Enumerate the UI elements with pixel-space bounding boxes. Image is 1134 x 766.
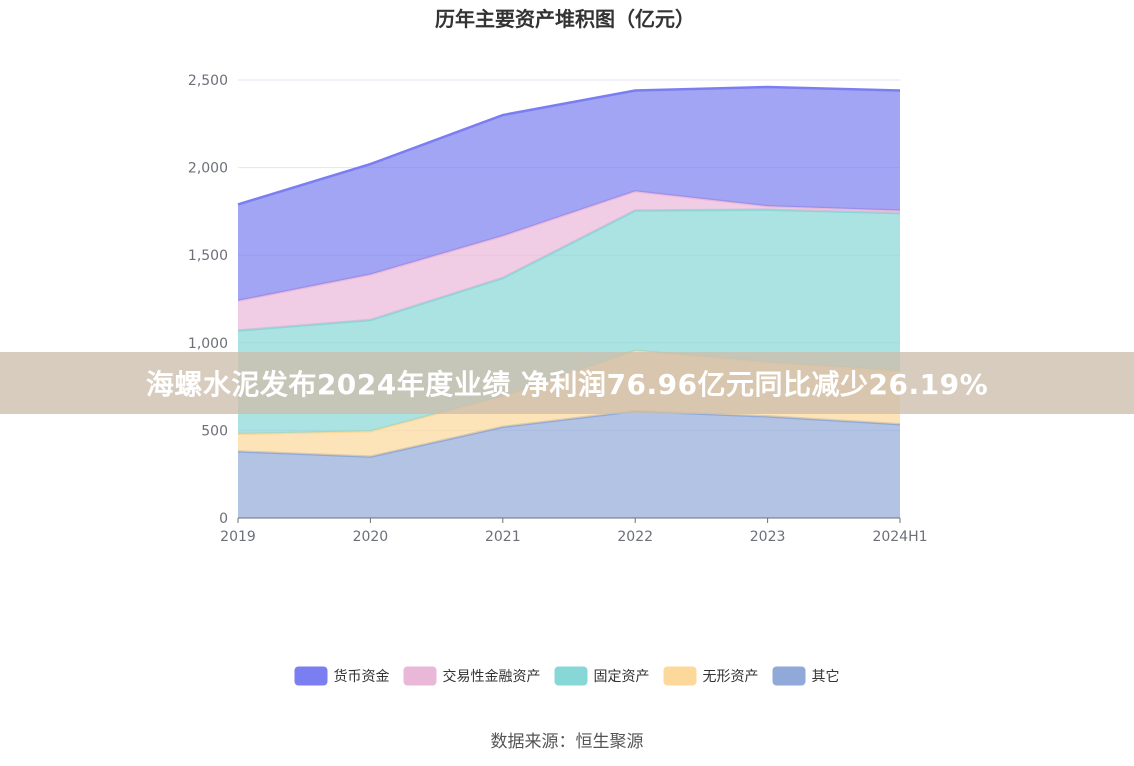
legend-label: 货币资金 xyxy=(334,668,390,685)
headline-text: 海螺水泥发布2024年度业绩 净利润76.96亿元同比减少26.19% xyxy=(145,368,989,401)
legend-item-其它[interactable]: 其它 xyxy=(772,666,840,686)
source-note: 数据来源：恒生聚源 xyxy=(491,732,644,752)
x-tick-label: 2022 xyxy=(617,529,653,545)
legend-label: 其它 xyxy=(812,668,840,685)
y-tick-label: 1,000 xyxy=(188,336,228,352)
y-tick-label: 1,500 xyxy=(188,248,228,264)
y-tick-label: 500 xyxy=(201,423,228,439)
legend-swatch xyxy=(663,666,697,686)
x-tick-label: 2019 xyxy=(220,529,256,545)
y-tick-label: 2,000 xyxy=(188,161,228,177)
legend-item-固定资产[interactable]: 固定资产 xyxy=(554,666,650,686)
legend-item-货币资金[interactable]: 货币资金 xyxy=(294,666,390,686)
legend-swatch xyxy=(403,666,437,686)
legend[interactable]: 货币资金 交易性金融资产 固定资产 无形资产 其它 xyxy=(294,666,840,686)
headline-banner: 海螺水泥发布2024年度业绩 净利润76.96亿元同比减少26.19% xyxy=(0,352,1134,414)
legend-swatch xyxy=(554,666,588,686)
area-series xyxy=(237,85,901,518)
legend-swatch xyxy=(294,666,328,686)
axes: 0 500 1,000 1,500 2,000 2,500 2019 2020 2021 2022… xyxy=(188,73,928,545)
x-tick-label: 2023 xyxy=(750,529,786,545)
legend-item-无形资产[interactable]: 无形资产 xyxy=(663,666,759,686)
area-货币资金 xyxy=(238,87,900,301)
legend-label: 固定资产 xyxy=(594,669,650,685)
area-line-货币资金 xyxy=(237,85,901,206)
chart-title: 历年主要资产堆积图（亿元） xyxy=(435,7,695,31)
area-交易性金融资产 xyxy=(238,191,900,331)
legend-swatch xyxy=(772,666,806,686)
legend-label: 无形资产 xyxy=(703,669,759,685)
y-tick-label: 2,500 xyxy=(188,73,228,89)
y-tick-label: 0 xyxy=(219,511,228,527)
x-tick-label: 2020 xyxy=(353,529,389,545)
x-tick-label: 2021 xyxy=(485,529,521,545)
legend-item-交易性金融资产[interactable]: 交易性金融资产 xyxy=(403,666,541,686)
legend-label: 交易性金融资产 xyxy=(443,668,541,685)
x-tick-label: 2024H1 xyxy=(872,529,927,545)
area-其它 xyxy=(238,411,900,518)
